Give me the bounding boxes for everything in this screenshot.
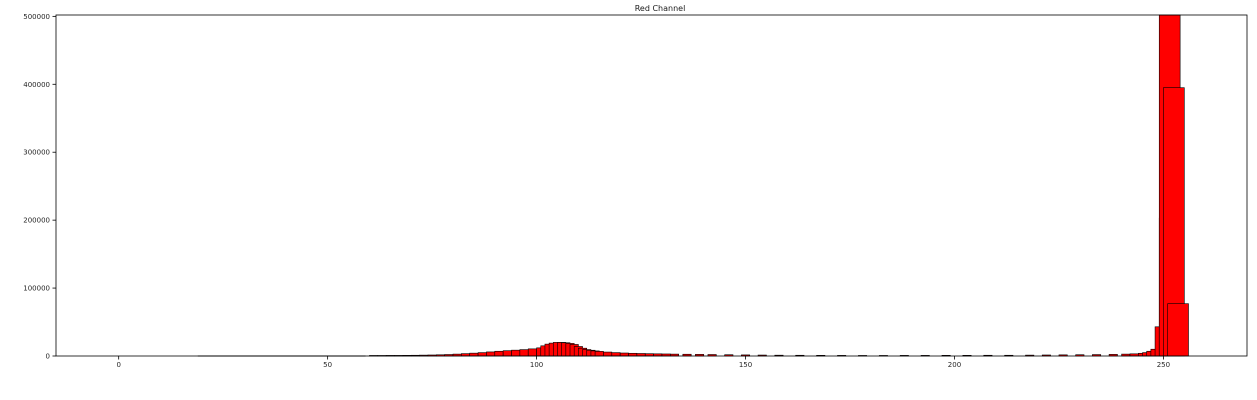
y-tick-label: 400000 [23, 81, 50, 89]
histogram-bar [611, 352, 621, 357]
y-tick-label: 500000 [23, 13, 50, 21]
histogram-bars [197, 14, 1189, 357]
histogram-bar [594, 351, 604, 357]
y-tick-label: 300000 [23, 149, 50, 157]
histogram-bar [527, 348, 537, 357]
x-tick-label: 150 [739, 361, 752, 369]
histogram-bar [603, 351, 613, 357]
x-axis: 0 50 100 150 200 250 [116, 356, 1170, 369]
chart-title: Red Channel [635, 4, 686, 13]
histogram-bar [619, 352, 629, 357]
x-tick-label: 200 [948, 361, 961, 369]
x-tick-label: 0 [116, 361, 120, 369]
histogram-bar [502, 350, 512, 357]
histogram-bar [486, 351, 496, 357]
histogram-bar [469, 352, 479, 357]
histogram-bar [1167, 303, 1189, 357]
y-axis: 0 100000 200000 300000 400000 500000 [23, 13, 56, 361]
histogram-bar [628, 352, 638, 357]
y-tick-label: 0 [46, 353, 50, 361]
histogram-bar [519, 349, 529, 357]
x-tick-label: 250 [1157, 361, 1170, 369]
histogram-bar [511, 349, 521, 357]
y-tick-label: 100000 [23, 285, 50, 293]
y-tick-label: 200000 [23, 217, 50, 225]
histogram-bar [494, 350, 504, 357]
x-tick-label: 50 [323, 361, 332, 369]
plot-area-frame [55, 14, 1248, 357]
x-tick-label: 100 [530, 361, 543, 369]
histogram-bar [477, 352, 487, 357]
